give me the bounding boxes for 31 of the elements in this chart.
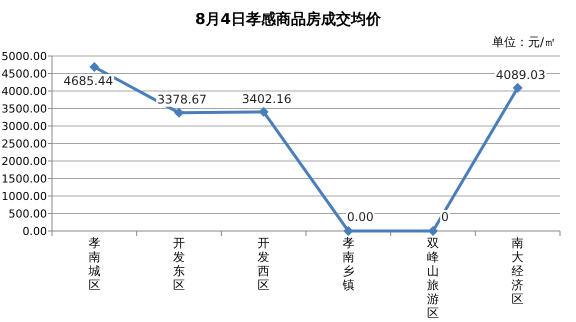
data-label: 0	[441, 210, 449, 224]
y-tick-label: 2500.00	[2, 138, 47, 150]
y-tick-label: 1500.00	[2, 172, 47, 186]
x-tick-label: 南大经济区	[512, 236, 524, 306]
x-tick-label: 孝南城区	[87, 236, 100, 292]
point	[89, 62, 100, 72]
data-label: 0.00	[346, 210, 374, 224]
y-tick-label: 4500.00	[2, 68, 47, 80]
text: 单位：元/㎡	[492, 35, 556, 49]
y-tick-label: 3000.00	[2, 120, 47, 133]
data-label: 4685.44	[64, 74, 114, 88]
y-tick-label: 4000.00	[2, 85, 47, 98]
data-label: 3378.67	[157, 92, 207, 107]
point	[258, 106, 269, 117]
x-tick-label: 开发西区	[258, 236, 270, 292]
chart-title: 8月4日孝感商品房成交均价	[195, 10, 382, 28]
data-label: 4089.03	[496, 68, 546, 82]
point	[343, 226, 354, 236]
x-tick-label: 开发东区	[173, 236, 185, 292]
y-tick-label: 0.00	[22, 225, 47, 238]
y-tick-label: 3500.00	[2, 102, 47, 116]
point	[512, 82, 523, 93]
y-tick-label: 500.00	[8, 208, 47, 220]
y-tick-label: 2000.00	[2, 155, 47, 168]
point	[174, 108, 184, 118]
x-tick-label: 双峰山旅游区	[427, 236, 439, 320]
y-tick-label: 5000.00	[2, 50, 47, 63]
x-tick-label: 孝南乡镇	[341, 236, 354, 292]
data-label: 3402.16	[242, 92, 292, 106]
point	[428, 226, 438, 236]
y-tick-label: 1000.00	[2, 190, 47, 203]
